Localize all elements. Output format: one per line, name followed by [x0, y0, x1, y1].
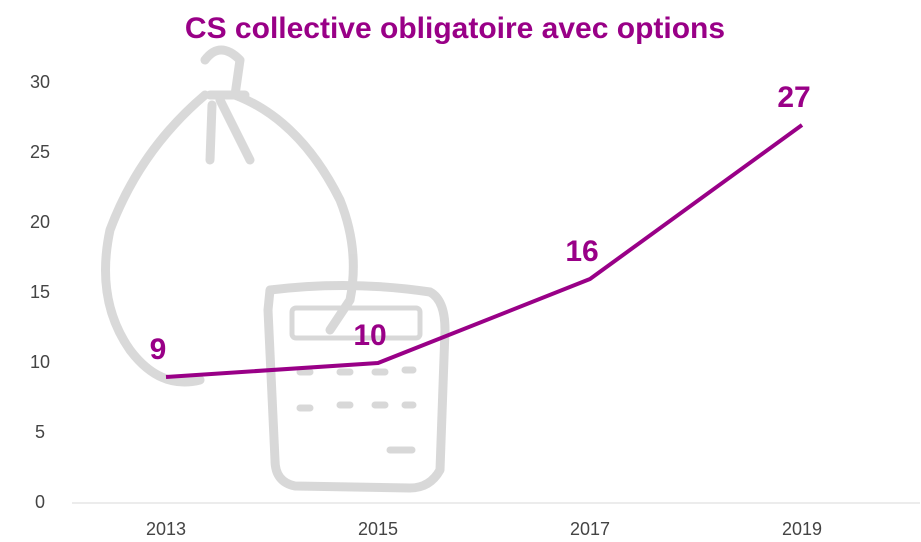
background-illustration: [106, 50, 446, 488]
y-tick-label: 0: [35, 492, 45, 512]
data-label: 10: [353, 319, 386, 352]
calculator-keys: [300, 370, 413, 450]
y-tick-label: 25: [30, 142, 50, 162]
x-tick-label: 2013: [146, 519, 186, 539]
x-tick-label: 2017: [570, 519, 610, 539]
y-tick-label: 15: [30, 282, 50, 302]
y-tick-label: 10: [30, 352, 50, 372]
x-tick-label: 2019: [782, 519, 822, 539]
data-label: 9: [150, 333, 167, 366]
chart: CS collective obligatoire avec options 0…: [0, 0, 921, 542]
y-tick-label: 30: [30, 72, 50, 92]
bag-outline: [106, 50, 354, 382]
y-tick-label: 5: [35, 422, 45, 442]
line-series: [166, 125, 802, 377]
data-label: 16: [565, 235, 598, 268]
x-tick-label: 2015: [358, 519, 398, 539]
data-label: 27: [777, 81, 810, 114]
chart-title: CS collective obligatoire avec options: [185, 12, 725, 45]
y-tick-label: 20: [30, 212, 50, 232]
